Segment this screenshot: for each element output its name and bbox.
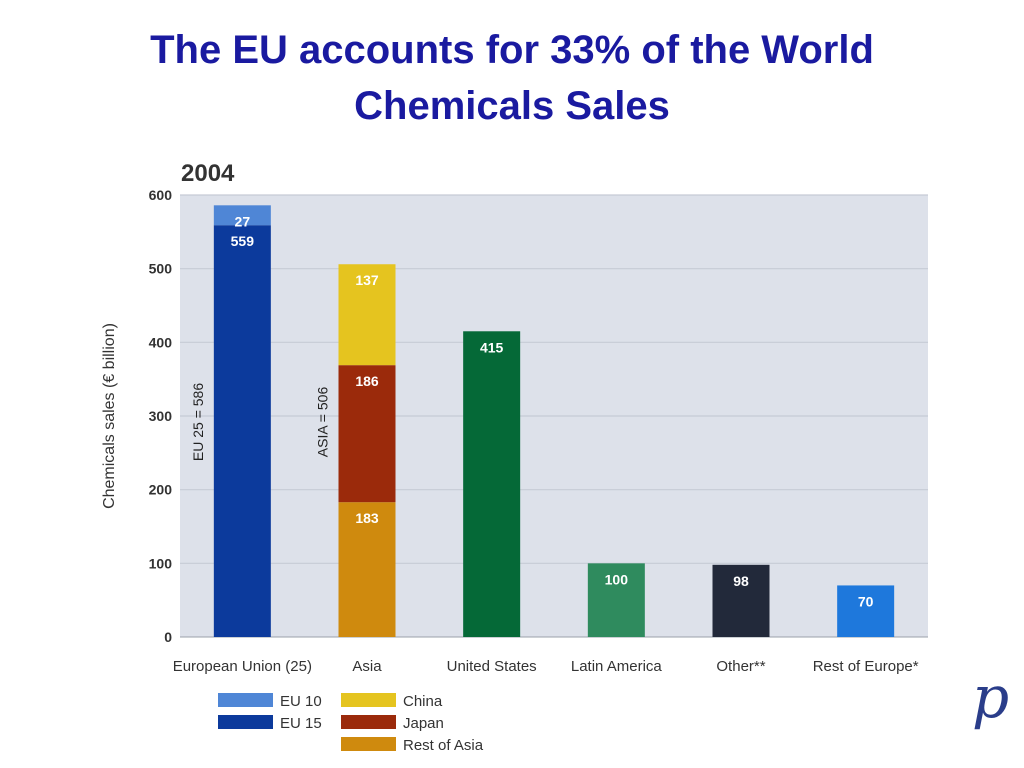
legend-swatch-japan (341, 715, 396, 729)
data-label: 70 (858, 593, 874, 609)
data-label: 137 (355, 272, 379, 288)
legend-label: Rest of Asia (403, 737, 484, 754)
legend-label: EU 10 (280, 693, 322, 710)
data-label: 183 (355, 510, 379, 526)
y-tick-label: 200 (149, 482, 173, 498)
bar-latin-america (587, 563, 645, 637)
bar-european-union-25-eu-15 (213, 225, 271, 637)
legend-label: China (403, 693, 443, 710)
bar-european-union-25-eu-10 (213, 205, 271, 226)
x-tick-label: Other** (716, 658, 765, 675)
bar-asia-rest-of-asia (338, 502, 396, 637)
publisher-logo: p (972, 663, 1010, 731)
slide-title: The EU accounts for 33% of the World Che… (40, 22, 984, 134)
slide-title-line-1: The EU accounts for 33% of the World (150, 28, 874, 72)
data-label: 27 (235, 213, 251, 229)
legend-swatch-china (341, 693, 396, 707)
data-label: 559 (231, 233, 255, 249)
legend-label: Japan (403, 715, 444, 732)
x-tick-label: Latin America (571, 658, 663, 675)
bar-asia-japan (338, 365, 396, 503)
total-annotation: EU 25 = 586 (190, 383, 206, 461)
slide-title-line-2: Chemicals Sales (354, 84, 670, 128)
total-annotation: ASIA = 506 (315, 387, 331, 458)
data-label: 186 (355, 373, 379, 389)
legend-swatch-rest-of-asia (341, 737, 396, 751)
legend: EU 10 EU 15 China Japan Rest of Asia (218, 693, 484, 754)
x-tick-label: Rest of Europe* (813, 658, 919, 675)
data-label: 100 (605, 571, 629, 587)
y-tick-label: 400 (149, 334, 173, 350)
y-tick-label: 300 (149, 408, 173, 424)
y-tick-label: 100 (149, 555, 173, 571)
y-tick-label: 0 (164, 629, 172, 645)
x-tick-label: United States (447, 658, 537, 675)
legend-swatch-eu-15 (218, 715, 273, 729)
bar-other (712, 564, 770, 637)
plot-area: 0 100 200 300 400 500 600 Chemicals sales (€ bi… (101, 187, 928, 675)
data-label: 98 (733, 573, 749, 589)
y-tick-label: 600 (149, 187, 173, 203)
y-tick-label: 500 (149, 261, 173, 277)
bar-rest-of-europe (837, 585, 895, 637)
legend-swatch-eu-10 (218, 693, 273, 707)
chart-title: 2004 (181, 160, 235, 187)
legend-label: EU 15 (280, 715, 322, 732)
bar-united-states (463, 331, 521, 637)
y-axis-label: Chemicals sales (€ billion) (101, 323, 118, 509)
data-label: 415 (480, 339, 504, 355)
bar-asia-china (338, 264, 396, 366)
x-tick-label: Asia (352, 658, 382, 675)
x-tick-label: European Union (25) (173, 658, 312, 675)
